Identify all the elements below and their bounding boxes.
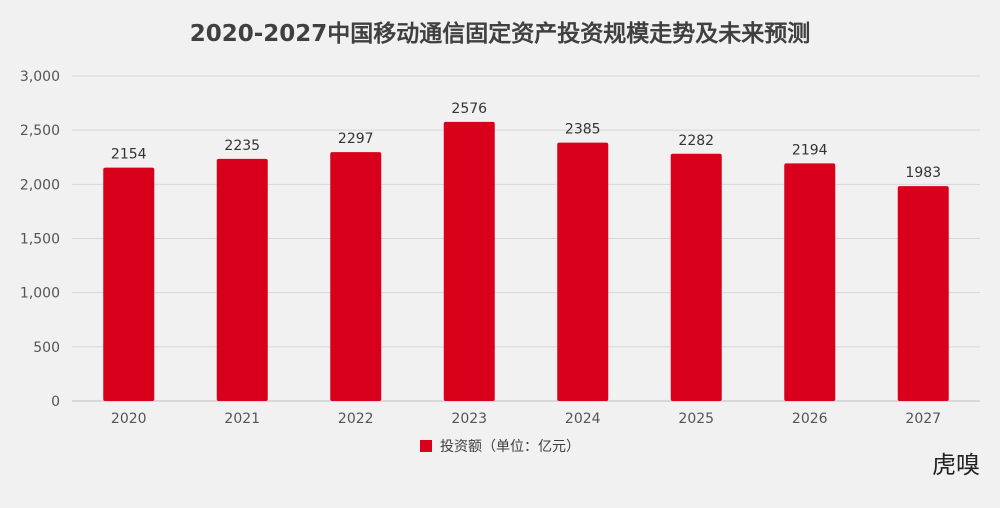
x-tick-label: 2026 — [792, 411, 828, 427]
data-label: 2235 — [224, 138, 260, 154]
data-label: 2385 — [565, 122, 601, 138]
x-tick-label: 2024 — [565, 411, 601, 427]
data-label: 1983 — [905, 165, 941, 181]
data-label: 2576 — [451, 101, 487, 117]
bar — [103, 167, 155, 401]
y-tick-label: 500 — [33, 340, 60, 356]
x-tick-label: 2021 — [224, 411, 260, 427]
y-tick-label: 1,500 — [20, 232, 60, 248]
bar — [216, 158, 268, 401]
bar — [330, 152, 382, 401]
legend-swatch — [420, 440, 432, 452]
y-tick-label: 2,000 — [20, 177, 60, 193]
y-tick-label: 0 — [51, 394, 60, 410]
chart-title: 2020-2027中国移动通信固定资产投资规模走势及未来预测 — [189, 21, 811, 47]
bar — [557, 142, 609, 401]
data-label: 2194 — [792, 142, 828, 158]
x-tick-label: 2022 — [338, 411, 374, 427]
brand-logo: 虎嗅 — [932, 451, 980, 479]
bar — [670, 153, 722, 401]
x-tick-label: 2027 — [905, 411, 941, 427]
bar — [897, 186, 949, 401]
bar — [784, 163, 836, 401]
y-tick-label: 1,000 — [20, 286, 60, 302]
y-tick-label: 2,500 — [20, 123, 60, 139]
legend: 投资额（单位：亿元） — [0, 436, 1000, 456]
x-tick-label: 2025 — [678, 411, 714, 427]
x-tick-label: 2020 — [111, 411, 147, 427]
bar — [443, 121, 495, 401]
data-label: 2297 — [338, 131, 374, 147]
y-tick-label: 3,000 — [20, 69, 60, 85]
data-label: 2282 — [678, 133, 714, 149]
x-tick-label: 2023 — [451, 411, 487, 427]
legend-label: 投资额（单位：亿元） — [440, 439, 580, 455]
data-label: 2154 — [111, 147, 147, 163]
